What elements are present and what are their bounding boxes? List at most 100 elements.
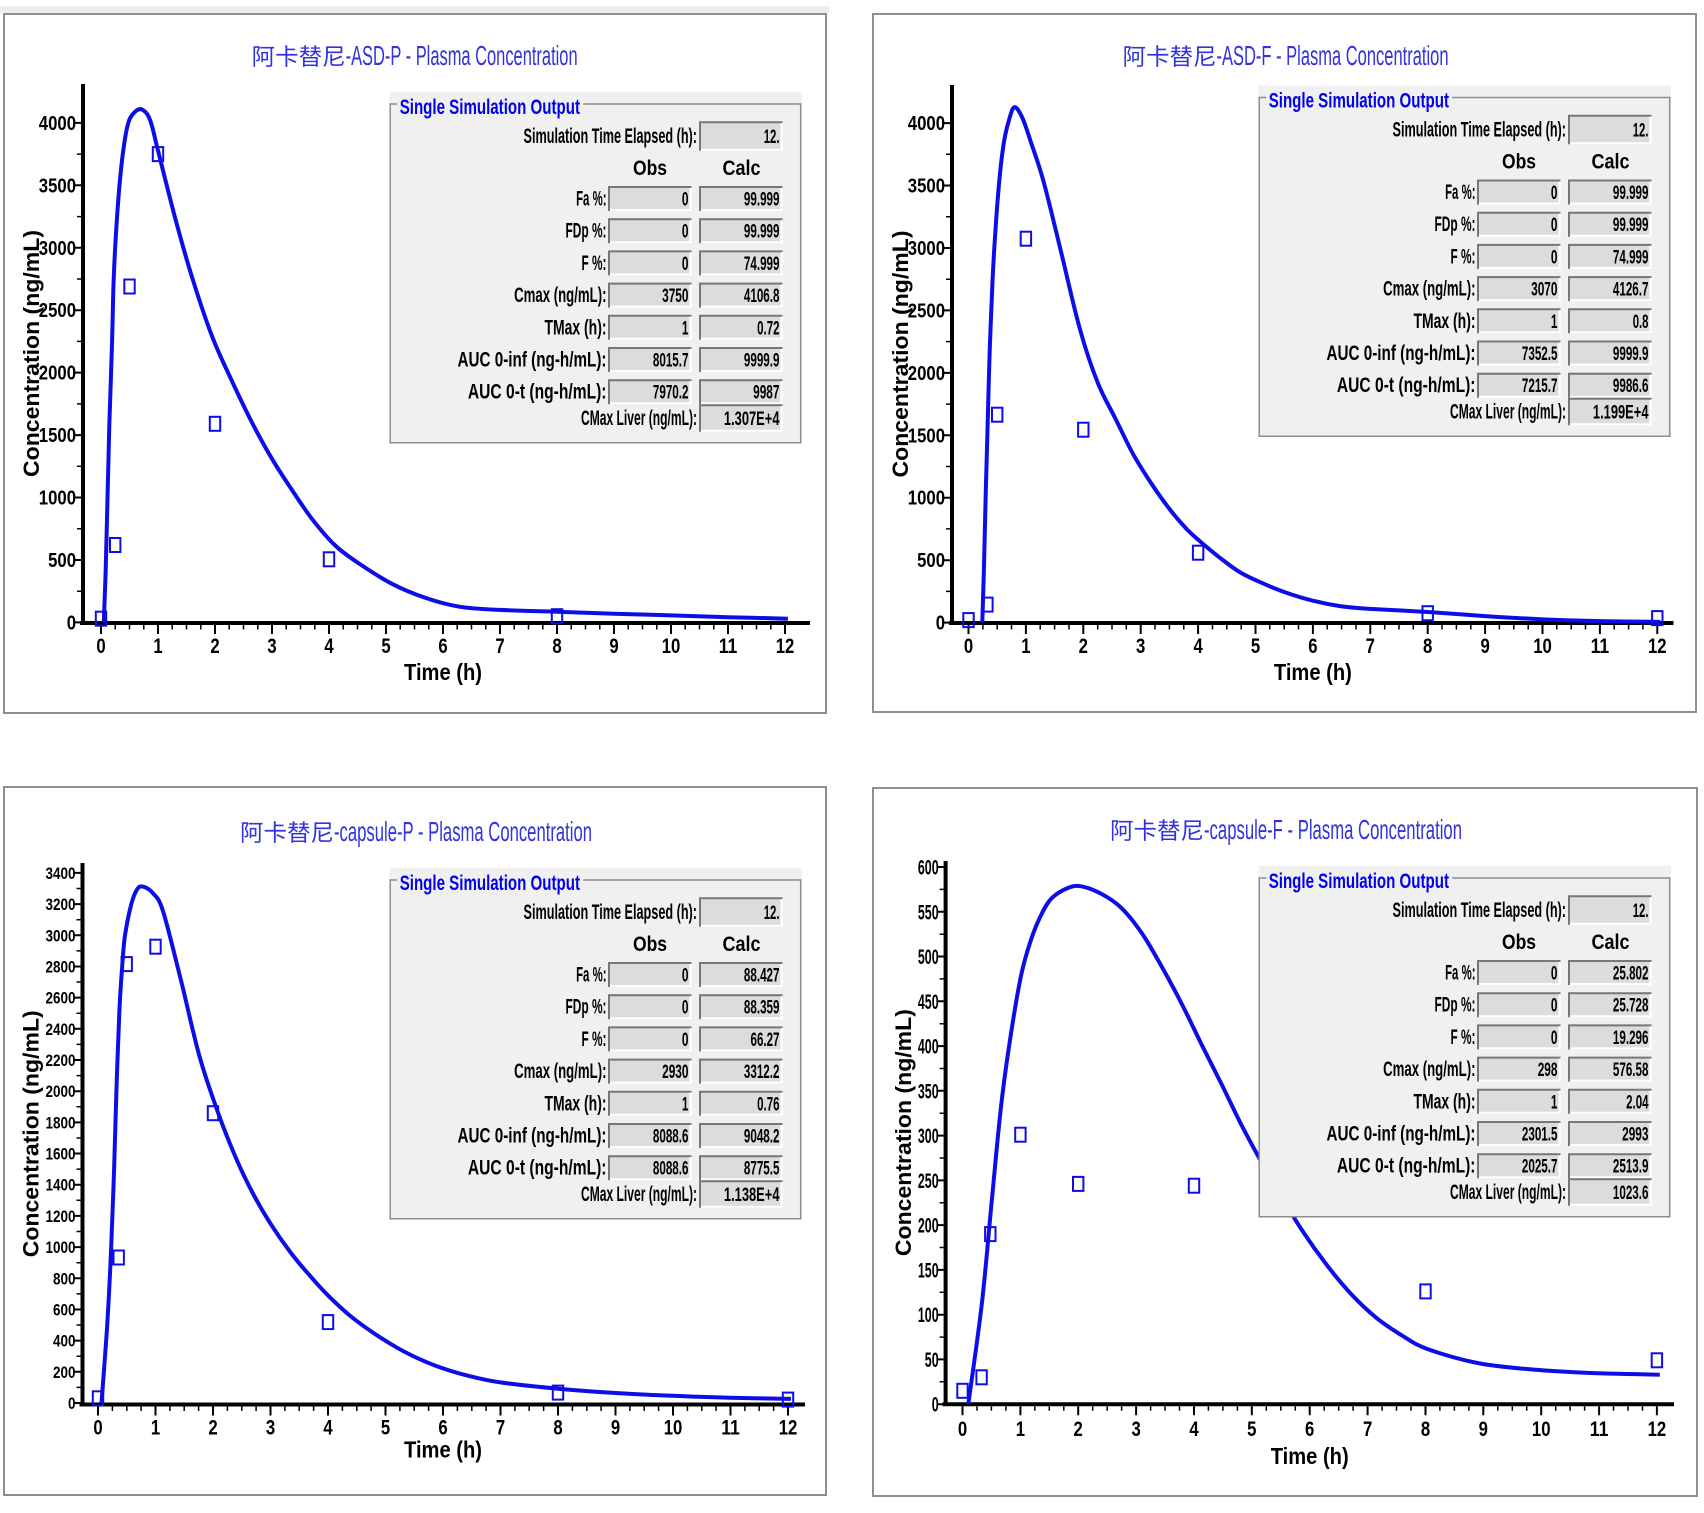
svg-text:AUC 0-t (ng-h/mL):: AUC 0-t (ng-h/mL):: [468, 1157, 607, 1180]
svg-text:Concentration (ng/mL): Concentration (ng/mL): [888, 231, 913, 478]
svg-text:1: 1: [1551, 1092, 1558, 1113]
svg-text:8: 8: [552, 635, 562, 658]
svg-text:2800: 2800: [46, 958, 76, 977]
svg-text:2500: 2500: [908, 300, 945, 322]
svg-text:2: 2: [1074, 1418, 1083, 1441]
svg-text:1500: 1500: [908, 425, 945, 447]
svg-text:8: 8: [1423, 635, 1433, 658]
svg-text:400: 400: [918, 1036, 939, 1059]
svg-text:5: 5: [1247, 1418, 1257, 1441]
svg-text:0: 0: [93, 1417, 102, 1440]
svg-text:3000: 3000: [46, 926, 76, 945]
svg-text:11: 11: [1591, 635, 1610, 658]
svg-text:4126.7: 4126.7: [1613, 280, 1649, 301]
svg-text:9999.9: 9999.9: [744, 351, 780, 372]
svg-text:AUC 0-t (ng-h/mL):: AUC 0-t (ng-h/mL):: [1337, 374, 1476, 397]
svg-text:9: 9: [1479, 1418, 1488, 1441]
svg-text:2000: 2000: [46, 1082, 76, 1101]
svg-text:Time (h): Time (h): [1271, 1443, 1349, 1469]
svg-text:350: 350: [918, 1080, 939, 1103]
svg-text:AUC 0-t (ng-h/mL):: AUC 0-t (ng-h/mL):: [468, 381, 607, 404]
svg-text:2930: 2930: [662, 1062, 688, 1083]
svg-text:1200: 1200: [46, 1207, 76, 1226]
svg-text:3000: 3000: [908, 238, 945, 260]
svg-text:Obs: Obs: [633, 157, 667, 180]
svg-text:74.999: 74.999: [744, 254, 780, 275]
svg-text:7: 7: [1366, 635, 1375, 658]
svg-text:Cmax (ng/mL):: Cmax (ng/mL):: [514, 284, 606, 307]
svg-text:2200: 2200: [46, 1051, 76, 1070]
svg-text:0: 0: [1551, 215, 1558, 236]
svg-text:4: 4: [324, 635, 334, 658]
svg-text:8775.5: 8775.5: [744, 1159, 780, 1180]
svg-text:12.: 12.: [1633, 121, 1649, 142]
svg-text:Concentration (ng/mL): Concentration (ng/mL): [19, 1010, 44, 1257]
svg-text:4000: 4000: [908, 113, 945, 135]
svg-text:0: 0: [964, 635, 973, 658]
svg-text:2513.9: 2513.9: [1613, 1157, 1649, 1178]
svg-text:Fa %:: Fa %:: [1445, 181, 1475, 204]
svg-text:12: 12: [1648, 635, 1667, 658]
svg-text:88.427: 88.427: [744, 966, 780, 987]
svg-text:Time (h): Time (h): [404, 1437, 482, 1463]
svg-text:1600: 1600: [46, 1145, 76, 1164]
svg-text:FDp %:: FDp %:: [1435, 213, 1476, 236]
svg-text:1023.6: 1023.6: [1613, 1183, 1649, 1204]
svg-text:12: 12: [1648, 1418, 1667, 1441]
svg-text:1.138E+4: 1.138E+4: [724, 1185, 780, 1206]
svg-text:2600: 2600: [46, 989, 76, 1008]
svg-text:10: 10: [1533, 635, 1552, 658]
svg-text:Obs: Obs: [1502, 151, 1536, 174]
svg-text:1000: 1000: [908, 488, 945, 510]
svg-text:7215.7: 7215.7: [1522, 376, 1558, 397]
svg-text:3000: 3000: [39, 238, 76, 260]
svg-text:2500: 2500: [39, 300, 76, 322]
svg-text:CMax Liver (ng/mL):: CMax Liver (ng/mL):: [1450, 400, 1566, 423]
svg-text:Fa %:: Fa %:: [576, 964, 606, 987]
svg-text:5: 5: [1251, 635, 1261, 658]
svg-text:FDp %:: FDp %:: [566, 996, 607, 1019]
svg-text:3070: 3070: [1531, 280, 1557, 301]
svg-text:74.999: 74.999: [1613, 247, 1649, 268]
svg-text:0: 0: [682, 1030, 689, 1051]
svg-text:6: 6: [1308, 635, 1317, 658]
svg-text:3500: 3500: [39, 175, 76, 197]
svg-text:3: 3: [1136, 635, 1145, 658]
svg-text:3: 3: [267, 635, 276, 658]
svg-text:4000: 4000: [39, 113, 76, 135]
svg-text:2301.5: 2301.5: [1522, 1125, 1558, 1146]
svg-text:500: 500: [48, 550, 76, 572]
svg-text:6: 6: [1305, 1418, 1314, 1441]
svg-text:Calc: Calc: [1592, 931, 1630, 954]
svg-text:Single Simulation Output: Single Simulation Output: [400, 96, 580, 119]
svg-text:9: 9: [1480, 635, 1489, 658]
svg-text:1: 1: [153, 635, 163, 658]
svg-text:1000: 1000: [39, 488, 76, 510]
svg-text:99.999: 99.999: [744, 222, 780, 243]
svg-text:1: 1: [682, 318, 689, 339]
svg-text:Concentration (ng/mL): Concentration (ng/mL): [19, 230, 44, 477]
svg-text:Time (h): Time (h): [404, 659, 482, 685]
svg-text:Time (h): Time (h): [1274, 659, 1352, 685]
svg-text:12.: 12.: [764, 903, 780, 924]
svg-text:TMax (h):: TMax (h):: [1414, 1090, 1476, 1113]
svg-text:AUC 0-inf (ng-h/mL):: AUC 0-inf (ng-h/mL):: [1327, 342, 1476, 365]
svg-text:4: 4: [1193, 635, 1203, 658]
svg-text:5: 5: [381, 635, 391, 658]
svg-text:1: 1: [1016, 1418, 1026, 1441]
svg-text:0: 0: [1551, 183, 1558, 204]
svg-text:4: 4: [1189, 1418, 1199, 1441]
svg-text:0: 0: [682, 254, 689, 275]
svg-text:88.359: 88.359: [744, 998, 780, 1019]
svg-text:2000: 2000: [39, 363, 76, 385]
svg-text:0: 0: [932, 1394, 939, 1417]
svg-text:7: 7: [496, 1417, 505, 1440]
svg-text:2.04: 2.04: [1626, 1092, 1649, 1113]
svg-text:9: 9: [609, 635, 618, 658]
svg-text:1.199E+4: 1.199E+4: [1593, 402, 1649, 423]
svg-text:100: 100: [918, 1304, 939, 1327]
svg-text:TMax (h):: TMax (h):: [1414, 310, 1476, 333]
svg-text:0: 0: [1551, 247, 1558, 268]
svg-text:11: 11: [719, 635, 738, 658]
svg-text:300: 300: [918, 1125, 939, 1148]
